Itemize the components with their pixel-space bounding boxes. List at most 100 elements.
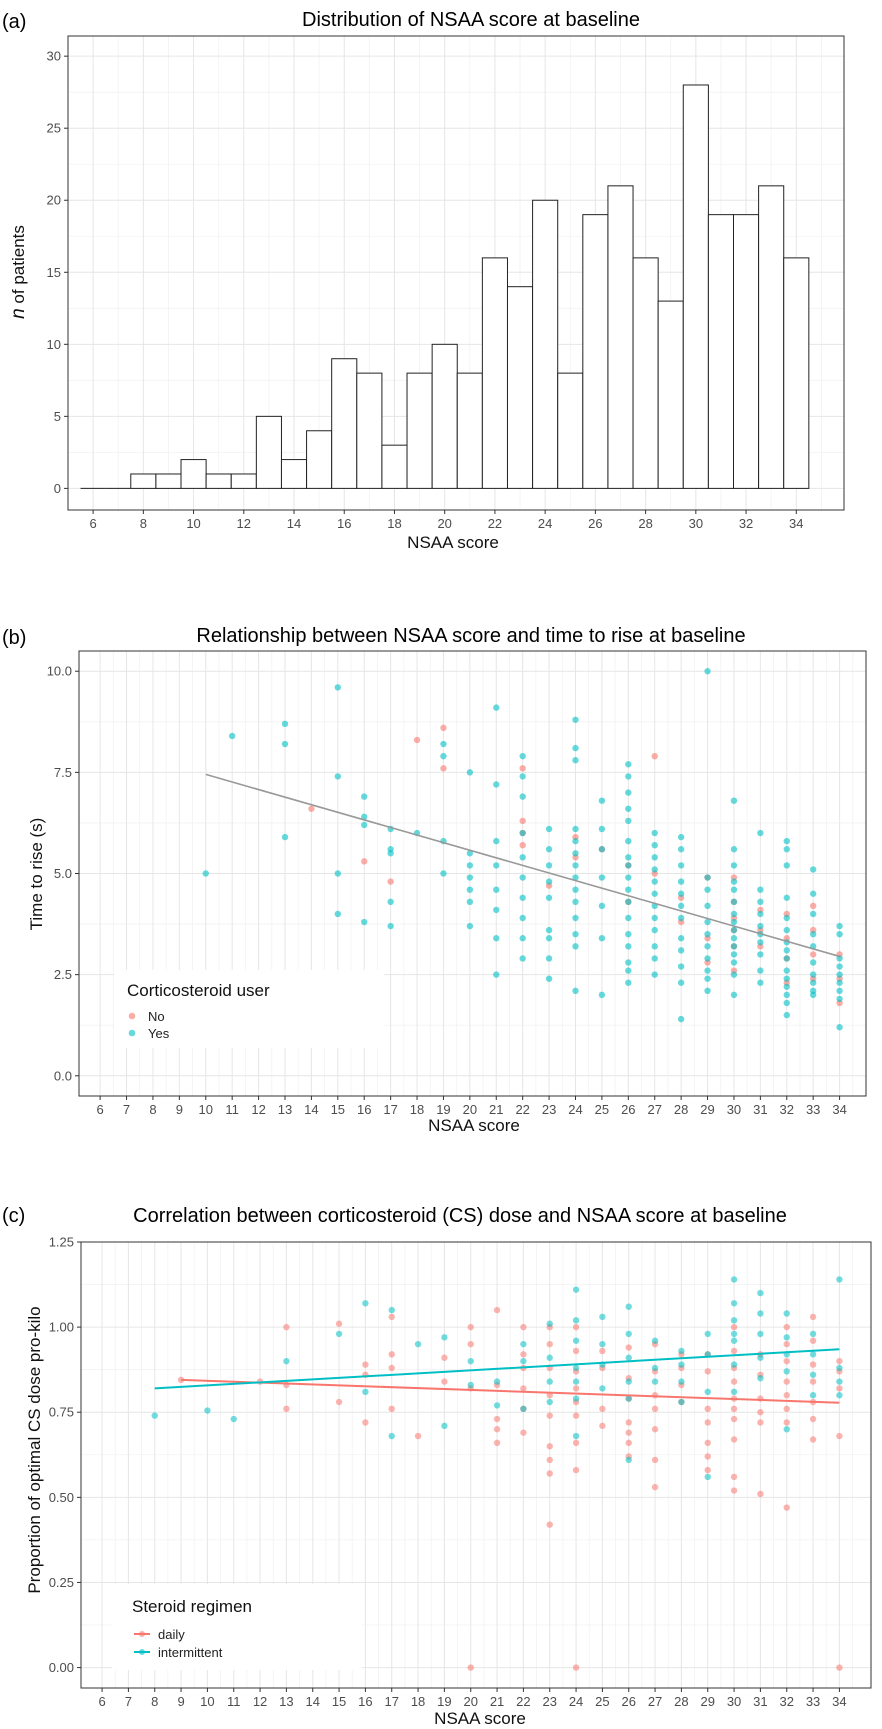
time-to-rise-point-yes bbox=[651, 890, 658, 897]
cs-dose-x-tick-label: 17 bbox=[384, 1694, 398, 1709]
time-to-rise-point-yes bbox=[598, 935, 606, 942]
histogram-y-axis-title: n of patients bbox=[8, 225, 29, 319]
cs-dose-point-intermittent bbox=[414, 1340, 422, 1348]
histogram-x-ticks: 6 8 10 12 14 16 18 20 22 24 26 28 30 32 34 bbox=[89, 510, 804, 531]
time-to-rise-point-yes bbox=[836, 987, 843, 995]
time-to-rise-point-yes bbox=[677, 963, 685, 970]
cs-dose-x-tick-label: 11 bbox=[227, 1694, 241, 1709]
cs-dose-y-tick-label: 1.00 bbox=[49, 1320, 74, 1335]
cs-dose-x-tick-label: 22 bbox=[516, 1694, 530, 1709]
cs-dose-x-tick-label: 16 bbox=[358, 1694, 372, 1709]
cs-dose-trend-lines bbox=[154, 1348, 840, 1404]
cs-dose-point-daily bbox=[388, 1405, 395, 1413]
time-to-rise-y-tick-label: 2.5 bbox=[54, 967, 72, 982]
cs-dose-x-tick-label: 30 bbox=[727, 1694, 741, 1709]
time-to-rise-point-yes bbox=[757, 979, 764, 986]
time-to-rise-point-yes bbox=[493, 862, 500, 869]
time-to-rise-point-yes bbox=[730, 926, 738, 934]
cs-dose-point-daily bbox=[783, 1357, 790, 1365]
time-to-rise-point-yes bbox=[809, 959, 817, 966]
cs-dose-point-intermittent bbox=[546, 1378, 553, 1385]
time-to-rise-point-yes bbox=[334, 773, 342, 780]
time-to-rise-point-yes bbox=[493, 971, 500, 978]
time-to-rise-point-yes bbox=[387, 898, 394, 906]
cs-dose-point-intermittent bbox=[599, 1340, 606, 1348]
legend-yes-label: Yes bbox=[148, 1026, 170, 1041]
time-to-rise-point-yes bbox=[730, 898, 738, 906]
histogram-y-tick-label: 30 bbox=[47, 49, 61, 64]
histogram-x-tick-label: 18 bbox=[387, 516, 401, 531]
cs-dose-point-intermittent bbox=[704, 1473, 711, 1481]
cs-dose-point-intermittent bbox=[730, 1337, 738, 1344]
cs-dose-point-daily bbox=[572, 1664, 580, 1671]
cs-dose-point-intermittent bbox=[809, 1330, 817, 1338]
time-to-rise-point-yes bbox=[730, 918, 738, 926]
cs-dose-point-intermittent bbox=[283, 1357, 290, 1365]
cs-dose-point-daily bbox=[414, 1432, 422, 1440]
histogram-x-tick-label: 30 bbox=[689, 516, 703, 531]
time-to-rise-point-yes bbox=[651, 866, 658, 873]
cs-dose-panel-border bbox=[80, 1241, 872, 1689]
cs-dose-y-axis-title: Proportion of optimal CS dose pro-kilo bbox=[25, 1306, 44, 1593]
cs-dose-point-daily bbox=[388, 1351, 395, 1358]
time-to-rise-point-yes bbox=[572, 930, 579, 938]
cs-dose-point-daily bbox=[809, 1415, 817, 1423]
time-to-rise-point-yes bbox=[677, 1015, 685, 1023]
time-to-rise-point-yes bbox=[466, 769, 474, 776]
time-to-rise-point-yes bbox=[625, 930, 632, 938]
cs-dose-trend-intermittent bbox=[154, 1348, 840, 1390]
histogram-x-tick-label: 8 bbox=[140, 516, 147, 531]
cs-dose-point-intermittent bbox=[204, 1407, 211, 1414]
time-to-rise-point-yes bbox=[730, 862, 738, 869]
cs-dose-point-daily bbox=[572, 1439, 580, 1447]
cs-dose-x-tick-label: 12 bbox=[253, 1694, 267, 1709]
cs-dose-point-daily bbox=[283, 1323, 290, 1331]
time-to-rise-point-no bbox=[387, 878, 394, 885]
cs-dose-x-tick-label: 6 bbox=[98, 1694, 105, 1709]
cs-dose-point-daily bbox=[757, 1409, 764, 1416]
cs-dose-point-daily bbox=[730, 1347, 738, 1355]
histogram-bars bbox=[80, 84, 810, 489]
legend-background bbox=[114, 970, 384, 1048]
time-to-rise-point-yes bbox=[809, 910, 817, 918]
time-to-rise-point-yes bbox=[545, 926, 553, 934]
panel-label-b: (b) bbox=[2, 627, 26, 649]
time-to-rise-point-yes bbox=[598, 825, 606, 833]
cs-dose-point-intermittent bbox=[651, 1364, 659, 1372]
time-to-rise-point-yes bbox=[730, 971, 738, 978]
time-to-rise-x-tick-label: 14 bbox=[304, 1102, 318, 1117]
cs-dose-point-daily bbox=[730, 1378, 738, 1385]
time-to-rise-point-yes bbox=[572, 886, 579, 893]
cs-dose-point-intermittent bbox=[625, 1378, 632, 1385]
time-to-rise-point-no bbox=[809, 951, 817, 958]
time-to-rise-point-yes bbox=[704, 943, 711, 950]
cs-dose-point-daily bbox=[651, 1392, 659, 1399]
cs-dose-point-intermittent bbox=[730, 1388, 738, 1396]
cs-dose-point-daily bbox=[493, 1415, 501, 1423]
time-to-rise-point-yes bbox=[572, 716, 579, 723]
cs-dose-point-daily bbox=[809, 1337, 817, 1344]
cs-dose-point-intermittent bbox=[783, 1368, 790, 1375]
cs-dose-point-intermittent bbox=[730, 1276, 738, 1283]
time-to-rise-point-yes bbox=[466, 898, 474, 906]
time-to-rise-point-yes bbox=[466, 874, 474, 881]
cs-dose-x-tick-label: 25 bbox=[595, 1694, 609, 1709]
cs-dose-point-intermittent bbox=[836, 1364, 843, 1372]
histogram-x-tick-label: 20 bbox=[437, 516, 451, 531]
cs-dose-point-daily bbox=[520, 1323, 527, 1331]
time-to-rise-point-yes bbox=[783, 983, 790, 990]
cs-dose-point-intermittent bbox=[520, 1405, 527, 1413]
cs-dose-point-daily bbox=[520, 1351, 527, 1358]
time-to-rise-point-yes bbox=[836, 955, 843, 962]
cs-dose-point-intermittent bbox=[572, 1378, 580, 1385]
cs-dose-point-intermittent bbox=[757, 1354, 764, 1361]
time-to-rise-point-yes bbox=[361, 821, 368, 829]
cs-dose-x-tick-label: 27 bbox=[648, 1694, 662, 1709]
cs-dose-point-intermittent bbox=[730, 1300, 738, 1307]
time-to-rise-x-tick-label: 29 bbox=[700, 1102, 714, 1117]
cs-dose-point-daily bbox=[467, 1664, 474, 1671]
histogram-y-tick-label: 20 bbox=[47, 193, 61, 208]
histogram-x-tick-label: 14 bbox=[287, 516, 301, 531]
cs-dose-point-intermittent bbox=[651, 1337, 659, 1344]
time-to-rise-point-no bbox=[519, 817, 526, 825]
